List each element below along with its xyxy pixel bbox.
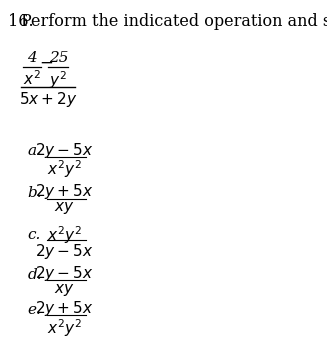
Text: $x^2y^2$: $x^2y^2$ (46, 224, 81, 246)
Text: $2y + 5x$: $2y + 5x$ (35, 182, 93, 201)
Text: $2y + 5x$: $2y + 5x$ (35, 299, 93, 318)
Text: $5x + 2y$: $5x + 2y$ (19, 90, 77, 109)
Text: b.: b. (28, 186, 43, 200)
Text: c.: c. (28, 228, 41, 242)
Text: $xy$: $xy$ (54, 282, 74, 298)
Text: 25: 25 (49, 51, 68, 65)
Text: $2y - 5x$: $2y - 5x$ (35, 242, 93, 261)
Text: $xy$: $xy$ (54, 200, 74, 216)
Text: $2y - 5x$: $2y - 5x$ (35, 140, 93, 159)
Text: e.: e. (28, 303, 42, 317)
Text: a.: a. (28, 144, 42, 158)
Text: d.: d. (28, 268, 43, 282)
Text: $x^2y^2$: $x^2y^2$ (46, 159, 81, 180)
Text: $2y - 5x$: $2y - 5x$ (35, 264, 93, 283)
Text: 4: 4 (27, 51, 37, 65)
Text: $x^2y^2$: $x^2y^2$ (46, 317, 81, 339)
Text: $x^2$: $x^2$ (23, 69, 41, 88)
Text: −: − (39, 55, 53, 72)
Text: 16.: 16. (8, 13, 33, 30)
Text: $y^2$: $y^2$ (49, 69, 67, 91)
Text: Perform the indicated operation and simplify.: Perform the indicated operation and simp… (21, 13, 327, 30)
